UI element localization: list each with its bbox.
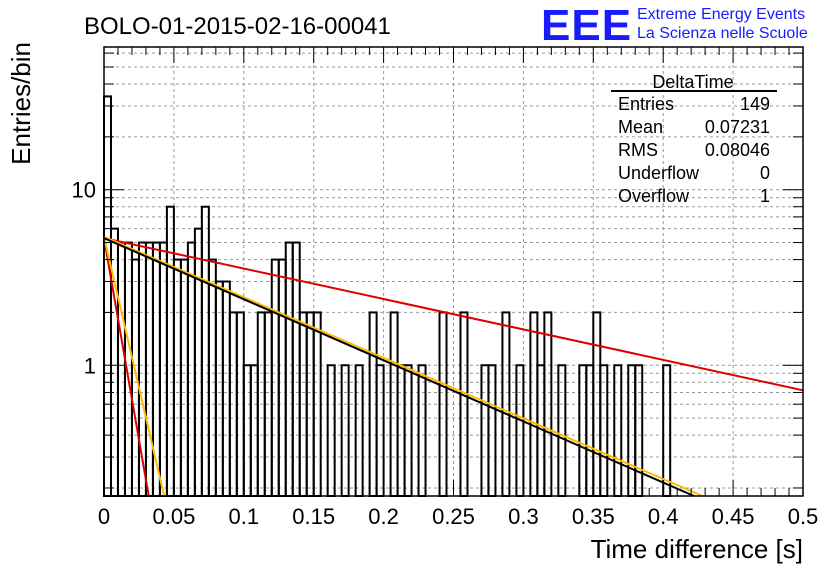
fit-line-4 [103,235,703,497]
stats-label-overflow: Overflow [618,186,690,206]
stats-label-underflow: Underflow [618,163,700,183]
x-tick-label: 0.3 [508,504,539,529]
eee-logo: EEE Extreme Energy Events La Scienza nel… [541,1,808,50]
y-tick-label: 10 [72,178,96,203]
stats-value-rms: 0.08046 [705,140,770,160]
logo-eee-text: EEE [541,1,632,50]
x-tick-label: 0 [98,504,110,529]
stats-label-mean: Mean [618,117,663,137]
x-tick-label: 0.15 [292,504,335,529]
fit-line-5 [103,237,695,497]
x-tick-label: 0.05 [152,504,195,529]
stats-value-mean: 0.07231 [705,117,770,137]
x-tick-label: 0.2 [368,504,399,529]
x-tick-label: 0.45 [712,504,755,529]
y-tick-label: 1 [84,353,96,378]
fit-line-1 [103,237,804,392]
logo-line-1: Extreme Energy Events [637,6,805,23]
y-axis-title: Entries/bin [6,42,36,165]
stats-value-underflow: 0 [760,163,770,183]
tick-labels: 0 0.05 0.1 0.15 0.2 0.25 0.3 0.35 0.4 0.45 0.5 1 10 [72,178,819,529]
logo-line-2: La Scienza nelle Scuole [637,25,808,42]
stats-value-entries: 149 [740,94,770,114]
stats-label-entries: Entries [618,94,674,114]
fit-line-3 [103,236,166,497]
fit-lines [103,235,804,497]
x-axis-title: Time difference [s] [591,534,803,564]
x-tick-label: 0.25 [432,504,475,529]
stats-label-rms: RMS [618,140,658,160]
tick-marks [103,47,804,496]
x-tick-label: 0.4 [648,504,679,529]
x-tick-label: 0.35 [572,504,615,529]
chart-title: BOLO-01-2015-02-16-00041 [84,13,391,40]
x-tick-label: 0.1 [229,504,260,529]
stats-value-overflow: 1 [760,186,770,206]
stats-box: DeltaTime Entries 149 Mean 0.07231 RMS 0… [611,72,777,206]
x-tick-label: 0.5 [788,504,819,529]
stats-box-name: DeltaTime [652,72,733,92]
